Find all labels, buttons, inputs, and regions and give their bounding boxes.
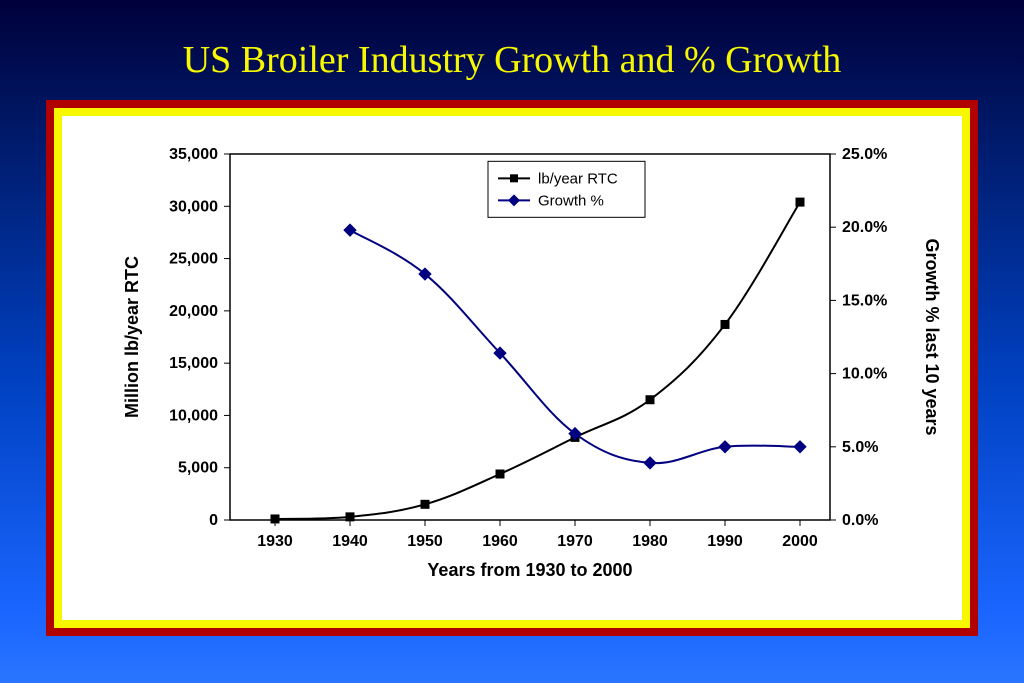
x-tick-label: 1970 — [557, 533, 593, 550]
diamond-marker-icon — [344, 224, 356, 236]
square-marker-icon — [346, 513, 354, 521]
chart-container: 1930 1940 1950 1960 1970 1980 1990 2000 Years fr… — [72, 126, 952, 610]
x-tick-label: 1930 — [257, 533, 293, 550]
y-left-tick-label: 10,000 — [169, 407, 218, 424]
square-marker-icon — [271, 515, 279, 523]
y-left-tick-label: 30,000 — [169, 198, 218, 215]
y-right-tick-label: 0.0% — [842, 512, 878, 529]
slide: US Broiler Industry Growth and % Growth … — [0, 0, 1024, 683]
legend-label: Growth % — [538, 192, 604, 209]
y-right-tick-label: 15.0% — [842, 292, 887, 309]
x-tick-label: 1950 — [407, 533, 443, 550]
legend-label: lb/year RTC — [538, 170, 618, 187]
x-tick-label: 1990 — [707, 533, 743, 550]
diamond-marker-icon — [644, 457, 656, 469]
y-left-tick-label: 35,000 — [169, 146, 218, 163]
square-marker-icon — [510, 174, 518, 182]
y-right-tick-label: 5.0% — [842, 439, 878, 456]
y-right-axis-label: Growth % last 10 years — [922, 238, 942, 435]
series-line — [275, 202, 800, 519]
y-right-tick-label: 10.0% — [842, 366, 887, 383]
y-left-tick-label: 15,000 — [169, 355, 218, 372]
y-left-tick-label: 5,000 — [178, 460, 218, 477]
square-marker-icon — [421, 500, 429, 508]
chart-svg: 1930 1940 1950 1960 1970 1980 1990 2000 Years fr… — [72, 126, 952, 610]
x-tick-label: 2000 — [782, 533, 818, 550]
y-left-tick-label: 0 — [209, 512, 218, 529]
x-tick-label: 1960 — [482, 533, 518, 550]
square-marker-icon — [796, 198, 804, 206]
y-left-tick-label: 25,000 — [169, 251, 218, 268]
x-tick-label: 1980 — [632, 533, 668, 550]
square-marker-icon — [496, 470, 504, 478]
diamond-marker-icon — [794, 441, 806, 453]
square-marker-icon — [721, 320, 729, 328]
y-left-axis-label: Million lb/year RTC — [122, 256, 142, 418]
y-left-tick-label: 20,000 — [169, 303, 218, 320]
x-axis-label: Years from 1930 to 2000 — [427, 560, 632, 580]
chart-frame-mid: 1930 1940 1950 1960 1970 1980 1990 2000 Years fr… — [54, 108, 970, 628]
y-right-tick-label: 20.0% — [842, 219, 887, 236]
chart-frame-outer: 1930 1940 1950 1960 1970 1980 1990 2000 Years fr… — [46, 100, 978, 636]
x-tick-label: 1940 — [332, 533, 368, 550]
square-marker-icon — [646, 396, 654, 404]
slide-title: US Broiler Industry Growth and % Growth — [0, 38, 1024, 82]
chart-frame-inner: 1930 1940 1950 1960 1970 1980 1990 2000 Years fr… — [62, 116, 962, 620]
diamond-marker-icon — [719, 441, 731, 453]
y-right-tick-label: 25.0% — [842, 146, 887, 163]
